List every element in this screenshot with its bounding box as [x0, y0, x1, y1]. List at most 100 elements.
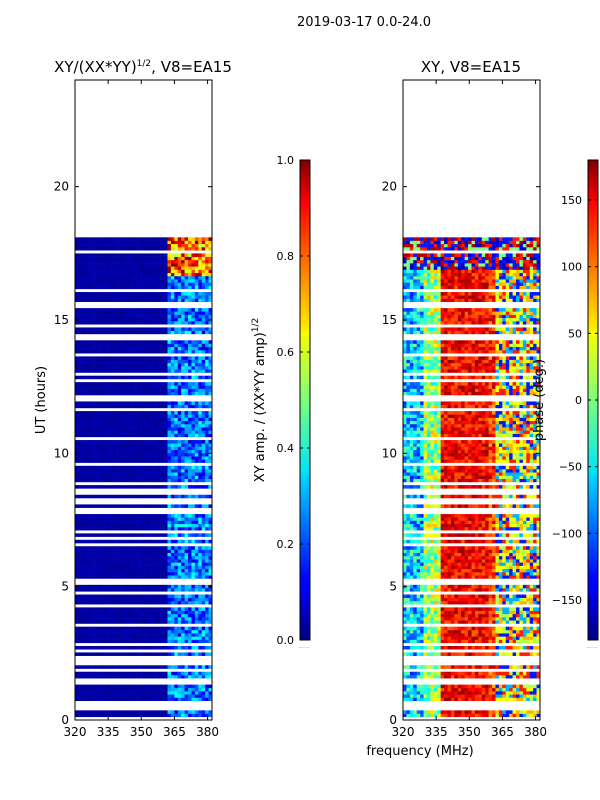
amp-heatmap-cell	[109, 674, 113, 679]
amp-heatmap-cell	[208, 539, 212, 544]
amp-heatmap-cell	[136, 237, 141, 241]
amp-heatmap-cell	[88, 674, 93, 679]
amp-heatmap-cell	[105, 317, 110, 322]
amp-heatmap-cell	[109, 275, 113, 280]
phase-heatmap-cell	[444, 684, 448, 689]
amp-heatmap-cell	[98, 575, 103, 579]
amp-heatmap-cell	[78, 282, 83, 286]
amp-heatmap-cell	[177, 375, 182, 380]
amp-heatmap-cell	[167, 568, 172, 573]
amp-heatmap-cell	[81, 546, 86, 550]
amp-heatmap-cell	[143, 263, 148, 267]
amp-heatmap-cell	[92, 549, 96, 553]
phase-heatmap-cell	[492, 652, 496, 656]
amp-ytick-label: 0	[61, 713, 69, 727]
amp-heatmap-cell	[174, 652, 179, 656]
amp-heatmap-cell	[102, 555, 107, 560]
amp-heatmap-cell	[95, 340, 100, 344]
amp-heatmap-cell	[88, 710, 93, 714]
amp-heatmap-cell	[201, 295, 206, 299]
amp-heatmap-cell	[88, 275, 93, 280]
phase-heatmap-cell	[498, 691, 503, 695]
amp-heatmap-cell	[181, 549, 185, 553]
amp-heatmap-cell	[157, 555, 161, 560]
amp-heatmap-cell	[81, 674, 86, 679]
phase-heatmap-cell	[522, 691, 527, 695]
amp-heatmap-cell	[133, 645, 137, 650]
amp-heatmap-cell	[95, 613, 100, 618]
amp-heatmap-cell	[164, 411, 168, 415]
phase-heatmap-cell	[464, 636, 469, 640]
amp-heatmap-cell	[160, 600, 165, 605]
amp-heatmap-cell	[81, 639, 86, 644]
amp-heatmap-cell	[177, 617, 182, 621]
amp-heatmap-cell	[140, 514, 144, 518]
phase-heatmap-cell	[488, 639, 493, 644]
amp-heatmap-cell	[92, 671, 96, 676]
amp-heatmap-cell	[78, 243, 83, 248]
amp-heatmap-cell	[129, 366, 134, 370]
amp-heatmap-cell	[205, 494, 209, 499]
amp-heatmap-cell	[112, 633, 117, 637]
amp-heatmap-cell	[174, 246, 179, 251]
amp-heatmap-cell	[109, 665, 113, 669]
amp-heatmap-cell	[88, 559, 93, 563]
amp-heatmap-cell	[129, 559, 134, 563]
amp-heatmap-cell	[122, 423, 127, 428]
amp-heatmap-cell	[146, 452, 151, 457]
amp-heatmap-cell	[201, 636, 206, 640]
amp-heatmap-cell	[191, 549, 196, 553]
amp-heatmap-cell	[95, 404, 100, 409]
amp-heatmap-cell	[119, 520, 124, 525]
amp-heatmap-cell	[116, 321, 120, 325]
amp-heatmap-cell	[160, 369, 165, 373]
amp-heatmap-cell	[167, 633, 172, 637]
amp-heatmap-cell	[88, 311, 93, 315]
phase-heatmap-cell	[512, 691, 517, 695]
amp-heatmap-cell	[105, 517, 110, 521]
amp-heatmap-cell	[78, 279, 83, 283]
amp-heatmap-cell	[205, 427, 209, 431]
amp-heatmap-cell	[75, 298, 79, 302]
amp-heatmap-cell	[116, 652, 120, 656]
amp-heatmap-cell	[78, 600, 83, 605]
amp-heatmap-cell	[205, 671, 209, 676]
amp-heatmap-cell	[122, 282, 127, 286]
amp-heatmap-cell	[140, 456, 144, 460]
amp-heatmap-cell	[95, 314, 100, 319]
amp-heatmap-cell	[191, 443, 196, 447]
amp-heatmap-cell	[201, 246, 206, 251]
amp-heatmap-cell	[194, 636, 199, 640]
amp-heatmap-cell	[177, 697, 182, 701]
amp-heatmap-cell	[170, 588, 175, 592]
amp-heatmap-cell	[98, 469, 103, 473]
amp-heatmap-cell	[136, 626, 141, 631]
amp-heatmap-cell	[105, 472, 110, 476]
amp-heatmap-cell	[102, 584, 107, 589]
amp-heatmap-cell	[85, 298, 89, 302]
amp-heatmap-cell	[157, 420, 161, 425]
amp-heatmap-cell	[146, 401, 151, 405]
amp-heatmap-cell	[160, 446, 165, 451]
phase-heatmap-cell	[509, 639, 513, 644]
phase-heatmap-cell	[468, 674, 472, 679]
amp-heatmap-cell	[205, 411, 209, 415]
amp-heatmap-cell	[136, 559, 141, 563]
amp-heatmap-cell	[205, 346, 209, 351]
amp-heatmap-cell	[167, 665, 172, 669]
amp-heatmap-cell	[150, 362, 155, 367]
amp-heatmap-cell	[126, 440, 131, 444]
amp-heatmap-cell	[136, 636, 141, 640]
amp-heatmap-cell	[146, 404, 151, 409]
amp-heatmap-cell	[208, 446, 212, 451]
amp-heatmap-cell	[92, 423, 96, 428]
amp-heatmap-cell	[122, 292, 127, 296]
amp-heatmap-cell	[208, 385, 212, 389]
amp-heatmap-cell	[78, 317, 83, 322]
amp-heatmap-cell	[112, 321, 117, 325]
amp-heatmap-cell	[188, 472, 192, 476]
amp-heatmap-cell	[78, 382, 83, 386]
amp-heatmap-cell	[177, 391, 182, 396]
amp-heatmap-cell	[146, 298, 151, 302]
phase-heatmap-cell	[488, 697, 493, 701]
